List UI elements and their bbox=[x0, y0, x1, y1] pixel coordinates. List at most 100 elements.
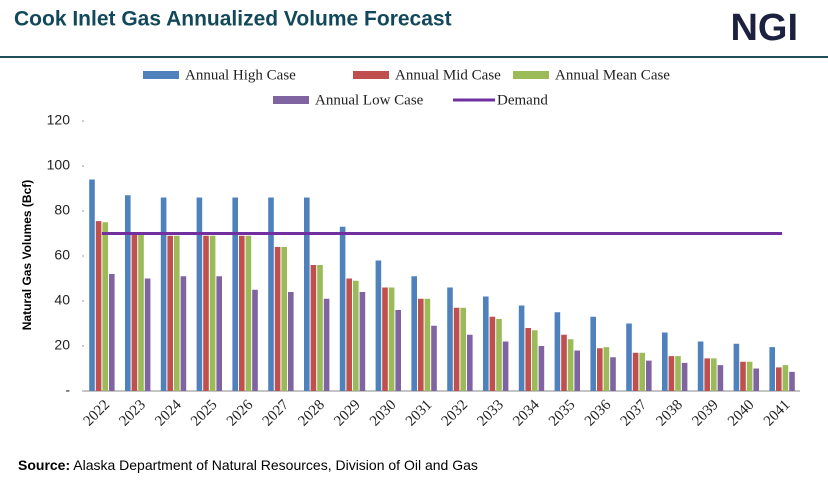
bar bbox=[681, 362, 688, 391]
legend-swatch bbox=[353, 71, 389, 79]
y-tick-label: 120 bbox=[47, 112, 71, 128]
legend-label: Annual High Case bbox=[185, 67, 296, 83]
bar bbox=[789, 371, 795, 391]
logo: NGI bbox=[730, 7, 798, 49]
bar bbox=[610, 357, 616, 391]
bar bbox=[174, 235, 180, 391]
bar bbox=[590, 316, 596, 391]
bar bbox=[323, 298, 330, 391]
x-tick-label: 2030 bbox=[367, 397, 400, 430]
bar bbox=[662, 332, 668, 391]
bar bbox=[317, 265, 323, 391]
bar bbox=[138, 233, 144, 391]
bar bbox=[502, 341, 509, 391]
y-tick-label: - bbox=[65, 382, 70, 398]
source: Source: Alaska Department of Natural Res… bbox=[18, 457, 478, 473]
bar bbox=[626, 323, 632, 391]
x-tick-label: 2023 bbox=[116, 397, 149, 430]
bar bbox=[180, 276, 187, 391]
bar bbox=[395, 310, 401, 391]
x-tick-label: 2029 bbox=[331, 397, 364, 430]
x-tick-label: 2033 bbox=[474, 397, 507, 430]
x-tick-label: 2038 bbox=[653, 397, 686, 430]
x-tick-label: 2040 bbox=[725, 397, 758, 430]
chart-title: Cook Inlet Gas Annualized Volume Forecas… bbox=[14, 8, 452, 31]
bar bbox=[776, 367, 782, 391]
bar bbox=[603, 347, 610, 391]
x-tick-label: 2041 bbox=[761, 397, 794, 430]
bar bbox=[453, 307, 460, 391]
bar bbox=[711, 358, 717, 391]
bar bbox=[418, 298, 424, 391]
x-tick-label: 2026 bbox=[224, 397, 257, 430]
bar bbox=[382, 287, 388, 391]
bar bbox=[346, 278, 352, 391]
bar bbox=[697, 341, 704, 391]
bar bbox=[411, 276, 417, 391]
bar bbox=[574, 350, 580, 391]
bar bbox=[746, 361, 753, 391]
bar bbox=[753, 368, 759, 391]
y-tick-label: 20 bbox=[54, 337, 70, 353]
legend-swatch bbox=[273, 96, 309, 104]
x-tick-label: 2025 bbox=[188, 397, 221, 430]
bar bbox=[489, 316, 496, 391]
y-axis-title: Natural Gas Volumes (Bcf) bbox=[20, 180, 34, 330]
legend-swatch bbox=[513, 71, 549, 79]
bar bbox=[483, 296, 489, 391]
x-tick-label: 2034 bbox=[510, 397, 543, 430]
bar bbox=[717, 365, 724, 391]
legend-label: Annual Low Case bbox=[315, 92, 424, 108]
bar bbox=[668, 356, 675, 391]
x-tick-label: 2036 bbox=[582, 397, 615, 430]
bar bbox=[388, 287, 395, 391]
y-tick-label: 80 bbox=[54, 202, 70, 218]
x-tick-label: 2032 bbox=[439, 397, 472, 430]
bar bbox=[310, 265, 317, 391]
bar bbox=[496, 319, 502, 391]
bar bbox=[632, 352, 639, 391]
legend-label: Demand bbox=[497, 92, 548, 108]
x-tick-label: 2028 bbox=[295, 397, 328, 430]
bar bbox=[281, 247, 287, 391]
bar bbox=[567, 339, 574, 391]
bar bbox=[144, 278, 151, 391]
bar bbox=[304, 197, 310, 391]
y-tick-label: 100 bbox=[47, 157, 71, 173]
bar bbox=[597, 348, 603, 391]
bar bbox=[460, 307, 466, 391]
source-text: Alaska Department of Natural Resources, … bbox=[73, 457, 478, 473]
bar bbox=[639, 352, 645, 391]
legend-label: Annual Mean Case bbox=[555, 67, 670, 83]
bar bbox=[160, 197, 167, 391]
bar bbox=[538, 346, 545, 391]
bar bbox=[209, 235, 216, 391]
bar bbox=[203, 235, 209, 391]
bar bbox=[467, 334, 473, 391]
bar bbox=[274, 247, 281, 391]
bar bbox=[554, 312, 561, 391]
bar bbox=[646, 360, 652, 391]
bar bbox=[532, 330, 538, 391]
bar bbox=[339, 226, 346, 391]
bar bbox=[447, 287, 453, 391]
x-tick-label: 2031 bbox=[403, 397, 436, 430]
x-tick-label: 2035 bbox=[546, 397, 579, 430]
bar bbox=[740, 361, 746, 391]
bar bbox=[288, 292, 294, 391]
bar bbox=[431, 325, 437, 391]
bar bbox=[704, 358, 710, 391]
bar bbox=[167, 235, 173, 391]
bar bbox=[102, 222, 108, 391]
bar bbox=[561, 334, 567, 391]
bar bbox=[232, 197, 238, 391]
bar bbox=[769, 347, 775, 391]
bar bbox=[424, 298, 431, 391]
bar bbox=[239, 235, 245, 391]
x-tick-label: 2027 bbox=[260, 397, 293, 430]
legend-swatch bbox=[143, 71, 179, 79]
bar bbox=[131, 233, 138, 391]
source-label: Source: bbox=[18, 457, 70, 473]
